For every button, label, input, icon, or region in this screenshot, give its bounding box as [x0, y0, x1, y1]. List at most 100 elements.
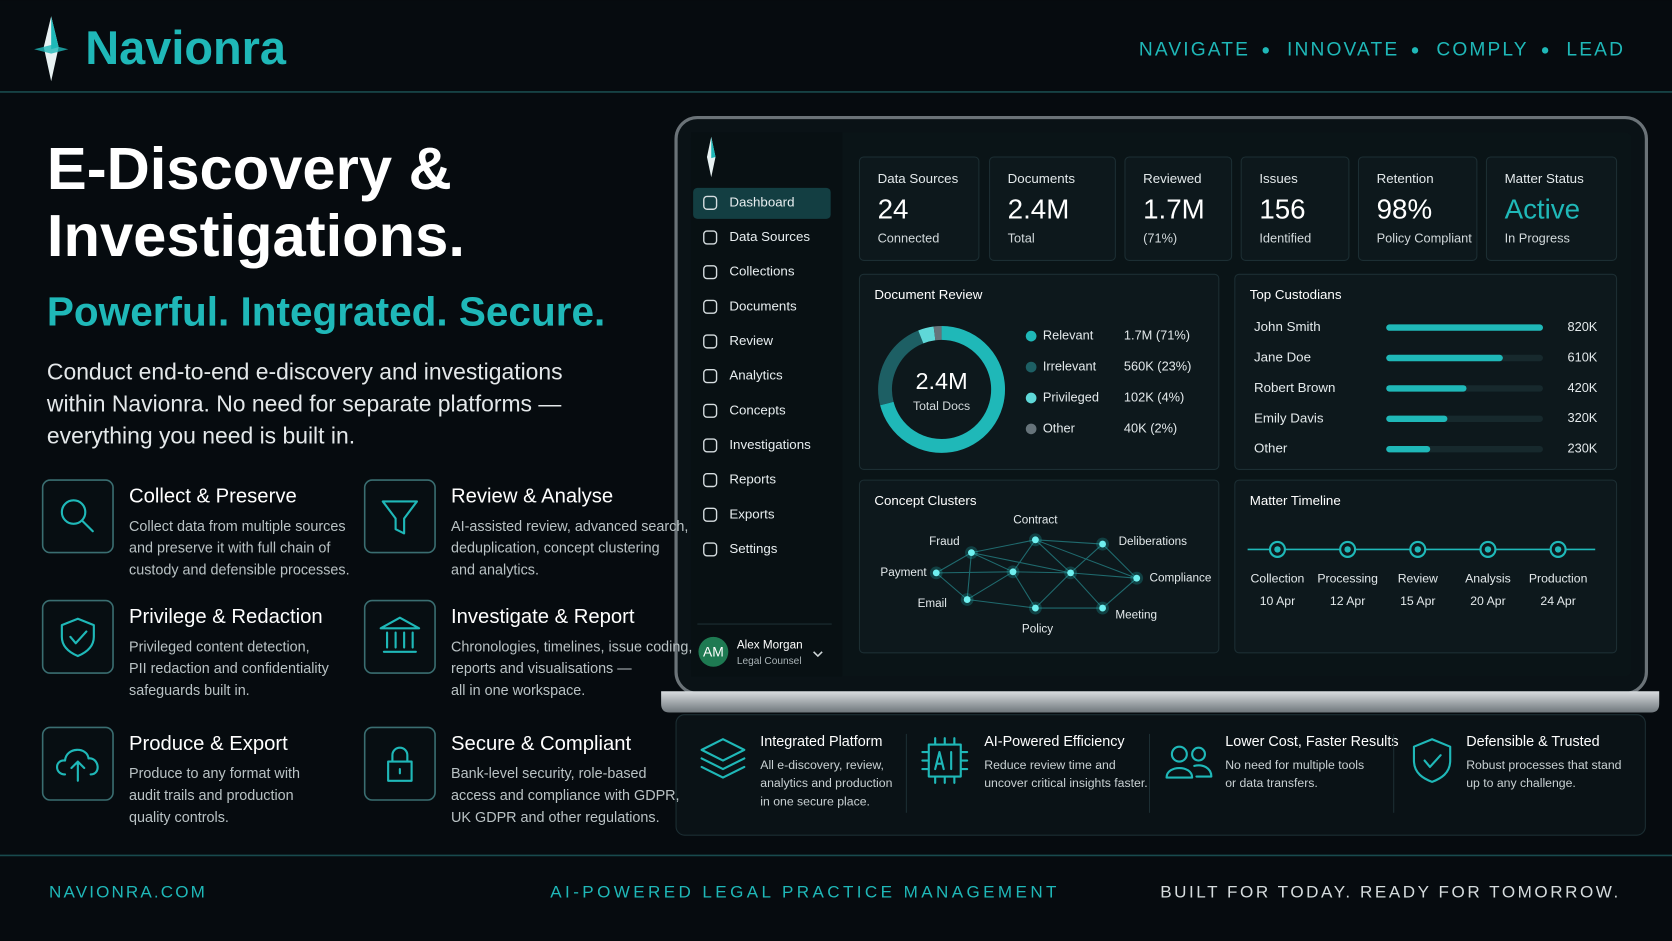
timeline-stage: Collection — [1251, 571, 1305, 585]
tagline-word: NAVIGATE — [1139, 39, 1250, 60]
stat-card — [858, 156, 980, 261]
concept-edge — [935, 572, 968, 600]
concept-term: Policy — [1022, 622, 1053, 635]
nav-item[interactable]: Review — [729, 333, 773, 348]
tagline-dot — [1262, 47, 1269, 54]
nav-icon — [703, 334, 718, 349]
feature-title: Privilege & Redaction — [129, 606, 323, 628]
stat-label: Matter Status — [1505, 171, 1585, 186]
concept-edge — [1070, 543, 1103, 574]
highlight-title: Integrated Platform — [760, 734, 882, 750]
hero-description: Conduct end-to-end e-discovery and inves… — [47, 359, 563, 385]
legend-value: 102K (4%) — [1124, 389, 1184, 404]
concept-node — [1031, 604, 1039, 612]
custodian-value: 820K — [1567, 319, 1597, 334]
concept-edge — [1102, 543, 1138, 579]
feature-description: Bank-level security, role-based — [451, 766, 646, 782]
feature-title: Secure & Compliant — [451, 733, 631, 755]
feature-icon — [60, 617, 95, 658]
nav-icon — [703, 403, 718, 418]
timeline-date: 15 Apr — [1400, 594, 1435, 608]
concept-edge — [1013, 571, 1071, 574]
stat-label: Retention — [1377, 171, 1434, 186]
donut-segment — [918, 326, 936, 344]
timeline-dot — [1274, 546, 1281, 553]
timeline-stage: Processing — [1317, 571, 1378, 585]
stat-card — [1485, 156, 1618, 261]
custodian-bar — [1386, 415, 1448, 422]
tagline-dot — [1541, 47, 1549, 54]
feature-icon-box — [363, 599, 436, 674]
hero-description: within Navionra. No need for separate pl… — [46, 391, 561, 417]
concept-term: Payment — [880, 566, 927, 579]
custodian-value: 230K — [1567, 441, 1597, 456]
concept-edge — [967, 598, 1036, 609]
sidebar-logo — [706, 136, 716, 178]
highlight-title: AI-Powered Efficiency — [984, 734, 1125, 750]
timeline-dot — [1344, 546, 1351, 553]
feature-description: Collect data from multiple sources — [129, 519, 346, 535]
nav-item[interactable]: Documents — [729, 298, 797, 313]
timeline-dot — [1484, 546, 1492, 553]
concept-edge — [966, 571, 1014, 600]
concept-node — [1099, 540, 1106, 548]
concept-term: Fraud — [929, 535, 960, 548]
custodian-value: 420K — [1567, 380, 1597, 395]
nav-icon — [703, 507, 718, 522]
highlight-icon — [700, 738, 746, 779]
brand-name: Navionra — [85, 22, 287, 74]
nav-icon — [703, 299, 718, 314]
stat-note: (71%) — [1143, 230, 1177, 245]
concept-edge — [1035, 572, 1071, 609]
feature-description: access and compliance with GDPR, — [451, 788, 680, 804]
nav-item[interactable]: Collections — [729, 264, 794, 279]
concept-edge — [971, 552, 1071, 574]
timeline-stage: Production — [1529, 571, 1588, 585]
concept-node — [1009, 568, 1017, 576]
nav-item[interactable]: Investigations — [729, 437, 811, 452]
legend-dot — [1025, 423, 1037, 435]
concept-edge — [1012, 539, 1036, 573]
concept-edge — [971, 552, 1014, 573]
feature-description: reports and visualisations — — [451, 661, 632, 677]
feature-title: Review & Analyse — [451, 486, 613, 508]
nav-active — [693, 187, 831, 219]
feature-description: AI-assisted review, advanced search, — [451, 519, 688, 535]
highlight-title: Defensible & Trusted — [1466, 734, 1599, 750]
custodian-name: Other — [1254, 441, 1288, 456]
nav-icon — [703, 195, 718, 210]
nav-item[interactable]: Data Sources — [729, 229, 810, 244]
highlight-description: All e-discovery, review, — [760, 758, 884, 772]
concept-edge — [1012, 571, 1036, 609]
custodian-name: Emily Davis — [1254, 410, 1324, 425]
nav-item[interactable]: Exports — [729, 506, 774, 521]
concept-node — [1031, 536, 1039, 544]
nav-item[interactable]: Dashboard — [729, 194, 794, 209]
stat-label: Reviewed — [1143, 171, 1201, 186]
concept-term: Compliance — [1150, 571, 1212, 584]
feature-title: Investigate & Report — [451, 606, 635, 628]
concept-edge — [966, 552, 972, 600]
nav-icon — [703, 438, 718, 453]
footer-tagline: AI-POWERED LEGAL PRACTICE MANAGEMENT — [550, 882, 1060, 901]
concept-node — [963, 596, 971, 603]
nav-item[interactable]: Settings — [729, 541, 777, 556]
stat-value: 1.7M — [1143, 194, 1205, 225]
user-name: Alex Morgan — [737, 638, 803, 651]
concept-edge — [971, 539, 1036, 554]
panel-title: Matter Timeline — [1250, 493, 1341, 508]
custodian-value: 320K — [1567, 410, 1597, 425]
timeline-stage: Analysis — [1465, 571, 1511, 585]
concept-term: Meeting — [1115, 609, 1157, 622]
nav-item[interactable]: Reports — [729, 472, 776, 487]
concept-edge — [935, 552, 972, 574]
nav-item[interactable]: Concepts — [729, 402, 786, 417]
custodian-bar — [1386, 385, 1467, 392]
panel-title: Document Review — [874, 287, 982, 302]
highlight-title: Lower Cost, Faster Results — [1225, 734, 1398, 750]
user-role: Legal Counsel — [737, 656, 802, 667]
custodian-bar — [1386, 324, 1543, 331]
legend-name: Privileged — [1043, 389, 1099, 404]
nav-item[interactable]: Analytics — [729, 368, 783, 383]
